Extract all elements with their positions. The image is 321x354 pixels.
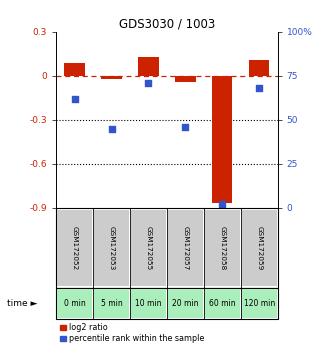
FancyBboxPatch shape (205, 210, 240, 286)
Text: 5 min: 5 min (101, 299, 122, 308)
Text: 0 min: 0 min (64, 299, 85, 308)
Bar (175, 76, 195, 82)
FancyBboxPatch shape (204, 290, 240, 318)
Bar (101, 76, 122, 79)
Legend: log2 ratio, percentile rank within the sample: log2 ratio, percentile rank within the s… (60, 323, 204, 343)
FancyBboxPatch shape (168, 290, 203, 318)
FancyBboxPatch shape (131, 290, 166, 318)
FancyBboxPatch shape (168, 210, 203, 286)
Text: 60 min: 60 min (209, 299, 236, 308)
Bar (65, 63, 85, 76)
Title: GDS3030 / 1003: GDS3030 / 1003 (119, 18, 215, 31)
Point (72, 96, 77, 102)
FancyBboxPatch shape (94, 290, 129, 318)
Point (220, 201, 225, 207)
Text: time ►: time ► (7, 299, 38, 308)
Text: GSM172053: GSM172053 (108, 226, 115, 270)
Point (256, 85, 262, 91)
Text: GSM172055: GSM172055 (145, 226, 152, 270)
Text: GSM172059: GSM172059 (256, 226, 262, 270)
Point (146, 80, 151, 86)
Text: GSM172052: GSM172052 (72, 226, 78, 270)
FancyBboxPatch shape (94, 210, 129, 286)
Text: 120 min: 120 min (244, 299, 275, 308)
FancyBboxPatch shape (131, 210, 166, 286)
Bar (249, 60, 269, 76)
Text: 10 min: 10 min (135, 299, 162, 308)
Point (183, 124, 188, 130)
FancyBboxPatch shape (57, 210, 92, 286)
FancyBboxPatch shape (241, 290, 277, 318)
Bar (212, 76, 232, 203)
FancyBboxPatch shape (242, 210, 277, 286)
Point (109, 126, 114, 131)
Text: GSM172058: GSM172058 (219, 226, 225, 270)
Text: 20 min: 20 min (172, 299, 199, 308)
Bar (138, 57, 159, 76)
FancyBboxPatch shape (57, 290, 92, 318)
Text: GSM172057: GSM172057 (182, 226, 188, 270)
